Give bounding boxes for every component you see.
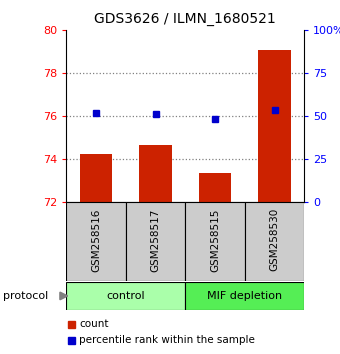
Title: GDS3626 / ILMN_1680521: GDS3626 / ILMN_1680521 [95, 12, 276, 26]
Bar [258, 51, 291, 202]
Bar [68, 337, 75, 344]
Bar [199, 173, 232, 202]
Bar [68, 321, 75, 328]
Bar [66, 202, 126, 281]
Text: GSM258516: GSM258516 [91, 208, 101, 272]
Text: count: count [79, 319, 108, 329]
Text: GSM258515: GSM258515 [210, 208, 220, 272]
Bar [80, 154, 113, 202]
Bar [185, 282, 304, 310]
Text: percentile rank within the sample: percentile rank within the sample [79, 335, 255, 346]
Text: protocol: protocol [3, 291, 49, 301]
Text: GSM258530: GSM258530 [270, 208, 279, 272]
Bar [185, 202, 245, 281]
Bar [139, 145, 172, 202]
Bar [66, 282, 185, 310]
Text: MIF depletion: MIF depletion [207, 291, 282, 301]
Text: control: control [106, 291, 145, 301]
Bar [245, 202, 304, 281]
Text: GSM258517: GSM258517 [151, 208, 160, 272]
Bar [126, 202, 185, 281]
